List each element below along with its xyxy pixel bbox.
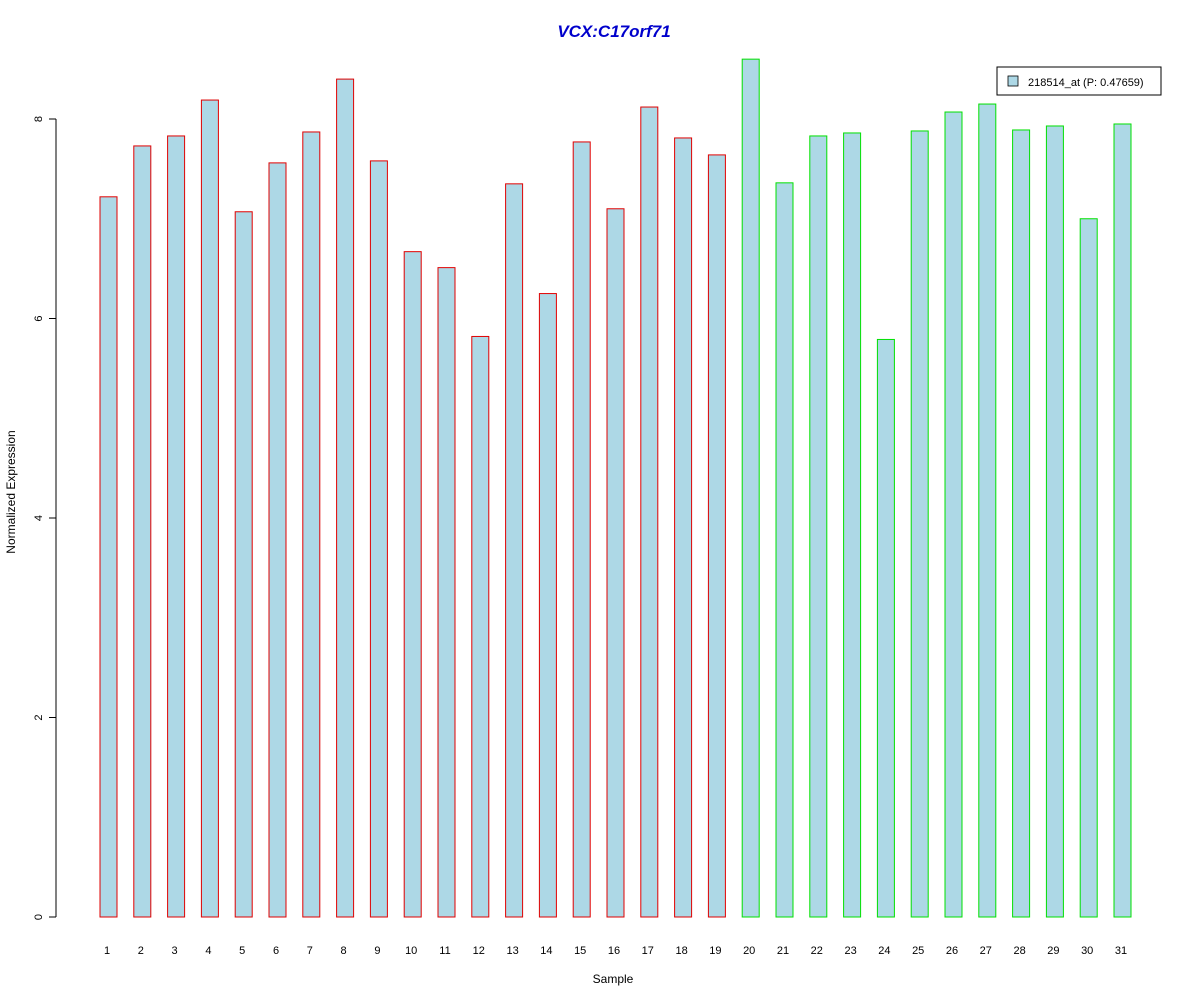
- legend-swatch: [1007, 75, 1019, 87]
- x-tick-label: 4: [205, 945, 211, 957]
- bar-sample-4: [200, 99, 219, 918]
- bar-sample-14: [538, 293, 557, 918]
- bar-sample-9: [369, 160, 388, 918]
- bar-sample-30: [1079, 218, 1098, 918]
- x-tick-label: 27: [980, 945, 992, 957]
- y-axis-label: Normalized Expression: [4, 430, 18, 553]
- x-tick-label: 28: [1013, 945, 1025, 957]
- x-tick-label: 30: [1081, 945, 1093, 957]
- x-tick-label: 24: [878, 945, 890, 957]
- bar-sample-16: [606, 208, 625, 918]
- bar-sample-10: [403, 251, 422, 918]
- x-tick-label: 25: [912, 945, 924, 957]
- bar-sample-25: [910, 130, 929, 918]
- x-tick-label: 13: [506, 945, 518, 957]
- bar-sample-1: [99, 196, 118, 918]
- x-tick-label: 9: [374, 945, 380, 957]
- bar-sample-5: [234, 211, 253, 918]
- bar-sample-8: [336, 78, 355, 918]
- x-tick-label: 5: [239, 945, 245, 957]
- y-tick-label: 0: [33, 914, 45, 920]
- bar-sample-3: [167, 135, 186, 918]
- x-tick-label: 10: [405, 945, 417, 957]
- x-tick-label: 22: [811, 945, 823, 957]
- bar-sample-13: [505, 183, 524, 918]
- y-axis: 0 2 4 6 8: [33, 116, 57, 920]
- bar-sample-18: [674, 137, 693, 918]
- x-tick-label: 7: [307, 945, 313, 957]
- bar-sample-21: [775, 182, 794, 918]
- legend-label: 218514_at (P: 0.47659): [1028, 77, 1144, 89]
- bar-sample-11: [437, 267, 456, 918]
- bar-sample-12: [471, 335, 490, 918]
- bar-sample-22: [809, 135, 828, 918]
- x-tick-label: 1: [104, 945, 110, 957]
- bar-sample-2: [133, 145, 152, 918]
- x-tick-label: 21: [777, 945, 789, 957]
- y-tick-label: 6: [33, 315, 45, 321]
- y-tick-label: 4: [33, 515, 45, 521]
- x-tick-label: 23: [844, 945, 856, 957]
- legend: 218514_at (P: 0.47659): [996, 66, 1162, 96]
- x-tick-label: 8: [341, 945, 347, 957]
- x-tick-label: 14: [540, 945, 552, 957]
- x-tick-label: 18: [675, 945, 687, 957]
- y-tick-label: 2: [33, 714, 45, 720]
- x-tick-label: 6: [273, 945, 279, 957]
- bar-sample-19: [707, 154, 726, 918]
- bar-sample-26: [944, 111, 963, 918]
- x-axis-label: Sample: [593, 972, 634, 986]
- x-tick-label: 20: [743, 945, 755, 957]
- bar-sample-31: [1113, 123, 1132, 918]
- bar-sample-7: [302, 131, 321, 918]
- x-tick-label: 11: [439, 945, 450, 957]
- x-tick-label: 31: [1115, 945, 1127, 957]
- legend-box: [996, 66, 1162, 96]
- bar-sample-15: [572, 141, 591, 918]
- x-tick-label: 15: [574, 945, 586, 957]
- x-tick-label: 2: [138, 945, 144, 957]
- bar-sample-24: [876, 338, 895, 918]
- bars-group: [99, 58, 1132, 918]
- x-tick-label: 3: [172, 945, 178, 957]
- x-tick-labels: 1 2 3 4 5 6 7 8 9 10 11 12 13 14 15 16 17 18 19 20 21 22 23 24 2…: [104, 945, 1127, 957]
- x-tick-label: 26: [946, 945, 958, 957]
- chart-title: VCX:C17orf71: [557, 22, 670, 41]
- y-tick-label: 8: [33, 116, 45, 122]
- bar-sample-28: [1012, 129, 1031, 918]
- x-tick-label: 17: [642, 945, 654, 957]
- x-tick-label: 29: [1047, 945, 1059, 957]
- x-tick-label: 12: [473, 945, 485, 957]
- bar-sample-17: [640, 106, 659, 918]
- x-tick-label: 19: [709, 945, 721, 957]
- bar-sample-6: [268, 162, 287, 918]
- bar-sample-27: [978, 103, 997, 918]
- x-tick-label: 16: [608, 945, 620, 957]
- bar-sample-29: [1045, 125, 1064, 918]
- bar-sample-23: [843, 132, 862, 918]
- bar-sample-20: [741, 58, 760, 918]
